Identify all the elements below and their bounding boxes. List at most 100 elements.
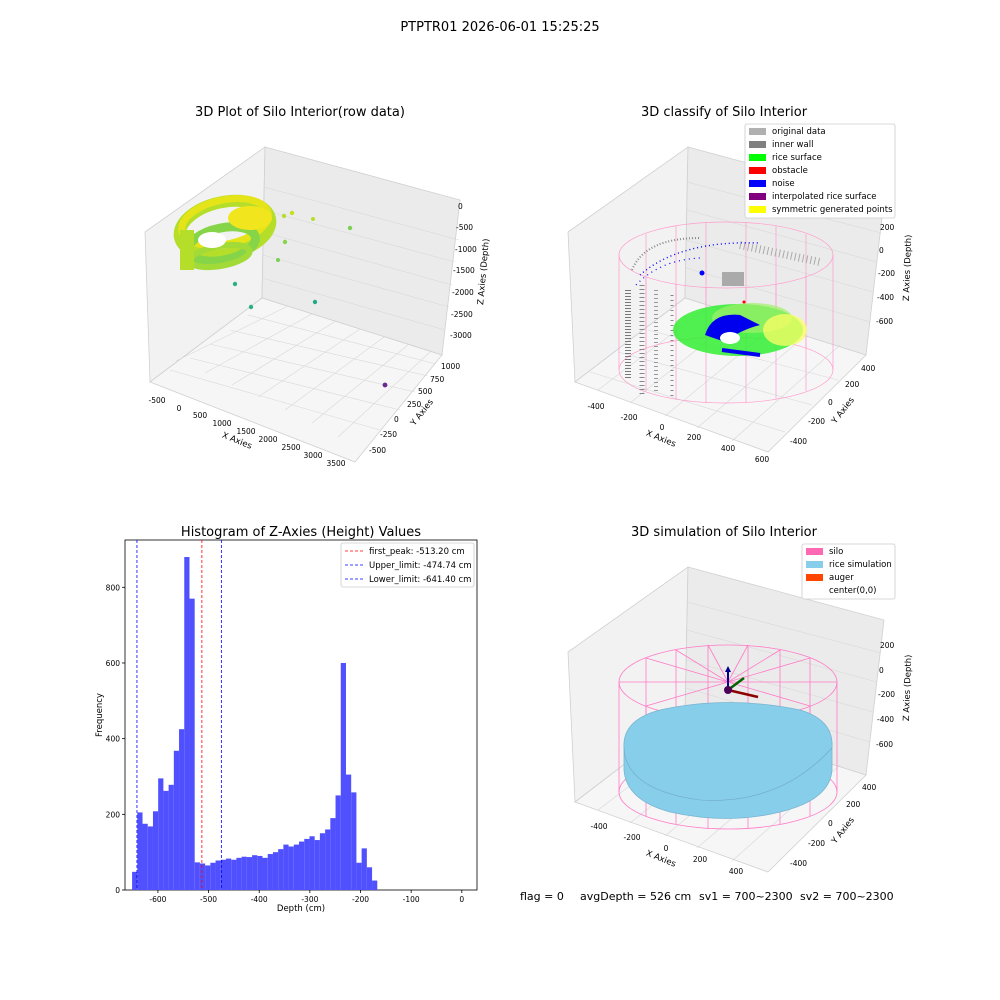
y-tick-label: 400 bbox=[861, 364, 876, 373]
x-tick-label: -200 bbox=[620, 413, 637, 422]
x-tick-label: 2500 bbox=[281, 443, 300, 452]
histogram-bar bbox=[152, 811, 159, 890]
histogram-bar bbox=[252, 855, 258, 890]
x-tick-label: 0 bbox=[177, 404, 182, 413]
legend-label: symmetric generated points bbox=[772, 205, 893, 215]
y-tick-label: 200 bbox=[846, 800, 861, 809]
footer-sv2: sv2 = 700~2300 bbox=[800, 890, 894, 903]
y-tick-label: 200 bbox=[106, 810, 121, 819]
histogram-bar bbox=[340, 662, 346, 890]
legend-label: rice simulation bbox=[829, 560, 892, 570]
footer-avg-depth: avgDepth = 526 cm bbox=[580, 890, 691, 903]
raw-y-ticks: -500 -250 0 250 500 750 1000 bbox=[369, 362, 460, 455]
x-tick-label: 3000 bbox=[303, 451, 322, 460]
simulation-legend: silo rice simulation auger center(0,0) bbox=[801, 543, 896, 600]
y-tick-label: 0 bbox=[828, 398, 833, 407]
y-tick-label: 200 bbox=[845, 380, 860, 389]
x-tick-label: 3500 bbox=[326, 459, 345, 468]
z-tick-label: -600 bbox=[876, 740, 893, 749]
x-tick-label: -200 bbox=[352, 895, 369, 904]
outlier-point bbox=[281, 213, 287, 219]
classify-z-axis-label: Z Axies (Depth) bbox=[902, 234, 914, 301]
x-tick-label: -400 bbox=[587, 402, 604, 411]
panel-raw-title: 3D Plot of Silo Interior(row data) bbox=[195, 105, 405, 120]
y-tick-label: 400 bbox=[862, 783, 877, 792]
histogram-bar bbox=[199, 863, 206, 890]
simulation-x-ticks: -400 -200 0 200 400 bbox=[590, 822, 743, 876]
histogram-bar bbox=[246, 857, 253, 890]
histogram-bar bbox=[179, 729, 185, 890]
simulation-z-axis-label: Z Axies (Depth) bbox=[902, 654, 914, 721]
x-tick-label: 0 bbox=[660, 423, 665, 432]
x-tick-label: -500 bbox=[200, 895, 217, 904]
outlier-point bbox=[311, 217, 315, 221]
legend-swatch bbox=[749, 154, 766, 161]
histogram-bar bbox=[210, 862, 216, 890]
outlier-point bbox=[239, 258, 243, 262]
histogram-bar bbox=[356, 862, 362, 890]
x-tick-label: -100 bbox=[403, 895, 420, 904]
legend-swatch bbox=[749, 193, 766, 200]
histogram-x-axis-label: Depth (cm) bbox=[277, 904, 325, 914]
z-tick-label: -3000 bbox=[450, 331, 472, 340]
outlier-point bbox=[276, 258, 280, 262]
histogram-bar bbox=[272, 852, 279, 890]
legend-label: rice surface bbox=[772, 153, 822, 163]
histogram-bar bbox=[314, 840, 320, 890]
figure-title: PTPTR01 2026-06-01 15:25:25 bbox=[400, 20, 599, 35]
classify-x-ticks: -400 -200 0 200 400 600 bbox=[587, 402, 769, 464]
outlier-point bbox=[382, 382, 388, 388]
z-tick-label: -200 bbox=[878, 269, 895, 278]
histogram-x-ticks: -600 -500 -400 -300 -200 -100 0 bbox=[149, 890, 464, 904]
legend-label: silo bbox=[829, 547, 843, 557]
raw-ring-cloud bbox=[173, 194, 277, 271]
histogram-bar bbox=[225, 858, 232, 890]
histogram-bar bbox=[309, 836, 315, 890]
raw-z-axis-label: Z Axies (Depth) bbox=[476, 238, 492, 305]
x-tick-label: 600 bbox=[755, 455, 770, 464]
legend-swatch bbox=[806, 548, 823, 555]
panel-histogram: Histogram of Z-Axies (Height) Values -60… bbox=[95, 525, 478, 914]
classify-z-ticks: 200 0 -200 -400 -600 bbox=[876, 223, 895, 326]
histogram-bar bbox=[241, 856, 247, 890]
legend-label: inner wall bbox=[772, 140, 813, 150]
histogram-legend: first_peak: -513.20 cm Upper_limit: -474… bbox=[340, 542, 475, 588]
histogram-bar bbox=[304, 838, 310, 890]
simulation-rice-surface bbox=[623, 702, 833, 819]
legend-label: interpolated rice surface bbox=[772, 192, 877, 202]
classify-surface bbox=[673, 270, 807, 357]
axes3d-raw-panes bbox=[144, 146, 461, 463]
x-tick-label: -400 bbox=[590, 822, 607, 831]
legend-swatch bbox=[806, 587, 823, 594]
histogram-bar bbox=[137, 812, 143, 890]
y-tick-label: 0 bbox=[115, 886, 120, 895]
y-tick-label: -200 bbox=[808, 417, 825, 426]
x-tick-label: 200 bbox=[693, 855, 708, 864]
x-tick-label: 1000 bbox=[212, 419, 231, 428]
histogram-bar bbox=[189, 598, 195, 890]
histogram-bar bbox=[215, 860, 221, 890]
classify-y-ticks: -400 -200 0 200 400 bbox=[790, 364, 876, 446]
legend-label: first_peak: -513.20 cm bbox=[369, 547, 465, 557]
legend-swatch bbox=[749, 206, 766, 213]
histogram-y-ticks: 0 200 400 600 800 bbox=[106, 583, 125, 895]
y-tick-label: 600 bbox=[106, 659, 121, 668]
x-tick-label: 400 bbox=[721, 444, 736, 453]
y-tick-label: 1000 bbox=[441, 362, 460, 371]
z-tick-label: -400 bbox=[877, 293, 894, 302]
z-tick-label: -200 bbox=[878, 690, 895, 699]
simulation-y-axis-label: Y Axies bbox=[829, 815, 857, 847]
raw-outliers bbox=[232, 210, 388, 388]
x-tick-label: 200 bbox=[687, 433, 702, 442]
legend-swatch bbox=[806, 561, 823, 568]
x-tick-label: 500 bbox=[193, 411, 208, 420]
z-tick-label: 0 bbox=[879, 246, 884, 255]
legend-label: center(0,0) bbox=[829, 586, 877, 596]
histogram-bar bbox=[262, 857, 268, 890]
histogram-bar bbox=[283, 844, 289, 890]
y-tick-label: -400 bbox=[790, 859, 807, 868]
z-tick-label: -1500 bbox=[453, 266, 475, 275]
z-tick-label: 200 bbox=[880, 223, 895, 232]
z-tick-label: -600 bbox=[876, 317, 893, 326]
